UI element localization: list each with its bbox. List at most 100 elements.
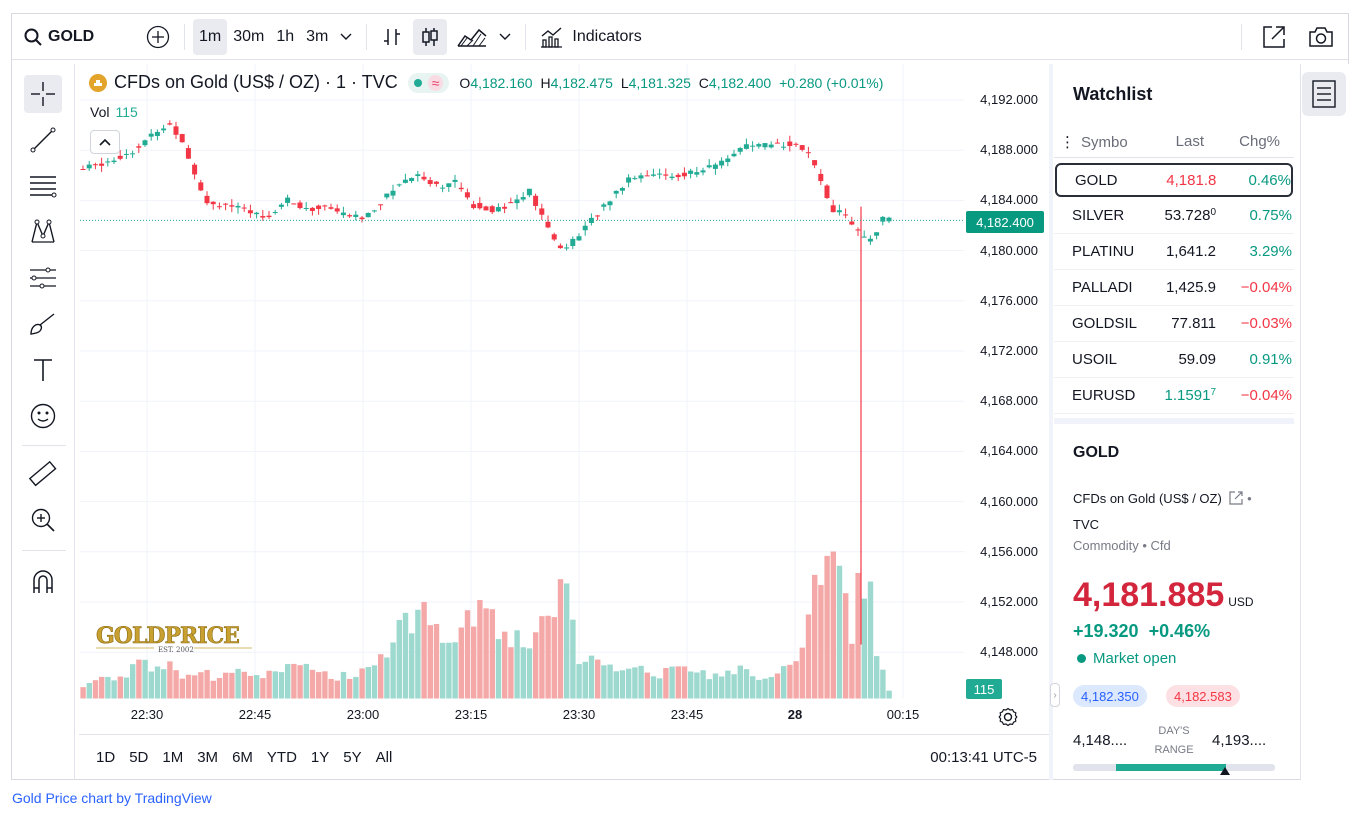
- fib-tool[interactable]: [24, 167, 62, 205]
- interval-3m[interactable]: 3m: [306, 27, 329, 45]
- watchlist-row[interactable]: GOLD 4,181.8 0.46%: [1055, 163, 1293, 197]
- candle-body: [297, 202, 303, 209]
- candle-body: [216, 206, 222, 208]
- candle-body: [650, 174, 656, 176]
- watchlist-symbol: PALLADI: [1072, 279, 1133, 296]
- candles-style-button[interactable]: [413, 18, 448, 55]
- volume-bar: [495, 639, 502, 699]
- current-price-marker: [1220, 767, 1230, 775]
- candle-body: [179, 134, 185, 143]
- brush-tool[interactable]: [24, 305, 62, 343]
- watchlist-toggle-button[interactable]: [1302, 72, 1346, 116]
- watchlist-row[interactable]: PALLADI 1,425.9 −0.04%: [1054, 270, 1294, 306]
- watchlist-row[interactable]: EURUSD 1.15917 −0.04%: [1054, 378, 1294, 414]
- watchlist-change: −0.03%: [1240, 315, 1292, 332]
- volume-bar: [855, 572, 861, 699]
- range-button-1d[interactable]: 1D: [96, 749, 116, 766]
- magnet-icon: [33, 570, 53, 593]
- watchlist-change: 0.91%: [1249, 351, 1292, 368]
- price-chart[interactable]: [79, 64, 1049, 734]
- indicators-icon: [541, 26, 563, 48]
- column-last[interactable]: Last: [1175, 133, 1204, 150]
- compare-button[interactable]: [140, 19, 176, 55]
- candle-body: [719, 160, 725, 166]
- text-tool[interactable]: [24, 351, 62, 389]
- candle-body: [508, 202, 514, 204]
- toolbar-divider: [184, 23, 185, 50]
- footer-attribution-link[interactable]: Gold Price chart by TradingView: [12, 790, 212, 806]
- chart-settings-button[interactable]: [998, 707, 1018, 732]
- details-symbol[interactable]: GOLD: [1073, 444, 1120, 461]
- watchlist-change: −0.04%: [1240, 387, 1292, 404]
- zoom-tool[interactable]: [24, 501, 62, 539]
- symbol-search[interactable]: GOLD: [24, 28, 124, 46]
- clock-timezone[interactable]: 00:13:41 UTC-5: [930, 749, 1037, 766]
- watchlist-row[interactable]: PLATINU 1,641.2 3.29%: [1054, 234, 1294, 270]
- range-button-all[interactable]: All: [375, 749, 393, 766]
- candle-body: [80, 169, 86, 170]
- market-status-pill[interactable]: ≈: [407, 72, 450, 93]
- range-button-3m[interactable]: 3M: [197, 749, 219, 766]
- candle-body: [130, 153, 136, 155]
- volume-bar: [626, 668, 632, 699]
- volume-bar: [173, 670, 179, 699]
- volume-bar: [464, 610, 471, 699]
- range-button-ytd[interactable]: YTD: [266, 749, 297, 766]
- measure-tool[interactable]: [24, 455, 62, 493]
- candle-body: [551, 234, 557, 240]
- interval-dropdown[interactable]: [334, 19, 358, 55]
- emoji-tool[interactable]: [24, 397, 62, 435]
- candle-body: [92, 164, 98, 166]
- magnet-tool[interactable]: [24, 563, 62, 601]
- watchlist-row[interactable]: USOIL 59.09 0.91%: [1054, 342, 1294, 378]
- collapse-legend-button[interactable]: [90, 130, 120, 154]
- change-value: +0.280 (+0.01%): [779, 74, 884, 91]
- trend-line-tool[interactable]: [24, 121, 62, 159]
- panel-resize-handle[interactable]: ›: [1050, 683, 1060, 707]
- details-change-abs: +19.320: [1073, 621, 1139, 641]
- interval-30m[interactable]: 30m: [233, 27, 265, 45]
- candle-body: [340, 212, 346, 216]
- close-value: 4,182.400: [708, 74, 772, 91]
- watchlist-title[interactable]: Watchlist: [1073, 84, 1153, 104]
- open-fullscreen-button[interactable]: [1256, 19, 1292, 55]
- details-name: CFDs on Gold (US$ / OZ) • TVC: [1073, 486, 1273, 538]
- candle-body: [117, 155, 123, 159]
- indicators-button[interactable]: Indicators: [534, 19, 647, 55]
- crosshair-tool[interactable]: [24, 75, 62, 113]
- range-button-5y[interactable]: 5Y: [343, 749, 362, 766]
- candle-body: [712, 164, 718, 169]
- area-chart-icon: [457, 28, 487, 47]
- chart-type-dropdown[interactable]: [493, 19, 517, 55]
- volume-bar: [427, 625, 433, 699]
- volume-bar: [613, 671, 619, 699]
- watchlist-row[interactable]: SILVER 53.7280 0.75%: [1054, 198, 1294, 234]
- svg-text:GOLDPRICE: GOLDPRICE: [96, 623, 239, 649]
- watchlist-symbol: GOLDSIL: [1072, 315, 1138, 332]
- candle-body: [477, 203, 483, 209]
- interval-1h[interactable]: 1h: [276, 27, 295, 45]
- candle-body: [136, 146, 142, 148]
- details-full-name[interactable]: CFDs on Gold (US$ / OZ): [1073, 491, 1222, 506]
- volume-bar: [874, 656, 880, 699]
- range-button-1m[interactable]: 1M: [162, 749, 184, 766]
- column-symbol[interactable]: ⋮ Symbo: [1054, 133, 1146, 151]
- range-button-1y[interactable]: 1Y: [310, 749, 330, 766]
- volume-bar: [86, 682, 92, 699]
- projection-tool[interactable]: [24, 259, 62, 297]
- area-style-button[interactable]: [451, 19, 493, 55]
- pattern-tool[interactable]: [24, 213, 62, 251]
- chart-title[interactable]: CFDs on Gold (US$ / OZ) · 1 · TVC: [114, 72, 398, 92]
- range-button-6m[interactable]: 6M: [232, 749, 253, 766]
- snapshot-button[interactable]: [1302, 19, 1340, 55]
- column-chg[interactable]: Chg%: [1239, 133, 1280, 150]
- price-tick-label: 4,172.000: [980, 343, 1038, 358]
- bars-style-button[interactable]: [375, 19, 409, 55]
- volume-bar: [440, 642, 446, 699]
- watchlist-row[interactable]: GOLDSIL 77.811 −0.03%: [1054, 306, 1294, 342]
- range-button-5d[interactable]: 5D: [129, 749, 149, 766]
- external-link-icon[interactable]: [1229, 491, 1244, 505]
- volume-bar: [886, 690, 892, 699]
- interval-1m[interactable]: 1m: [193, 18, 228, 55]
- volume-bar: [260, 678, 266, 699]
